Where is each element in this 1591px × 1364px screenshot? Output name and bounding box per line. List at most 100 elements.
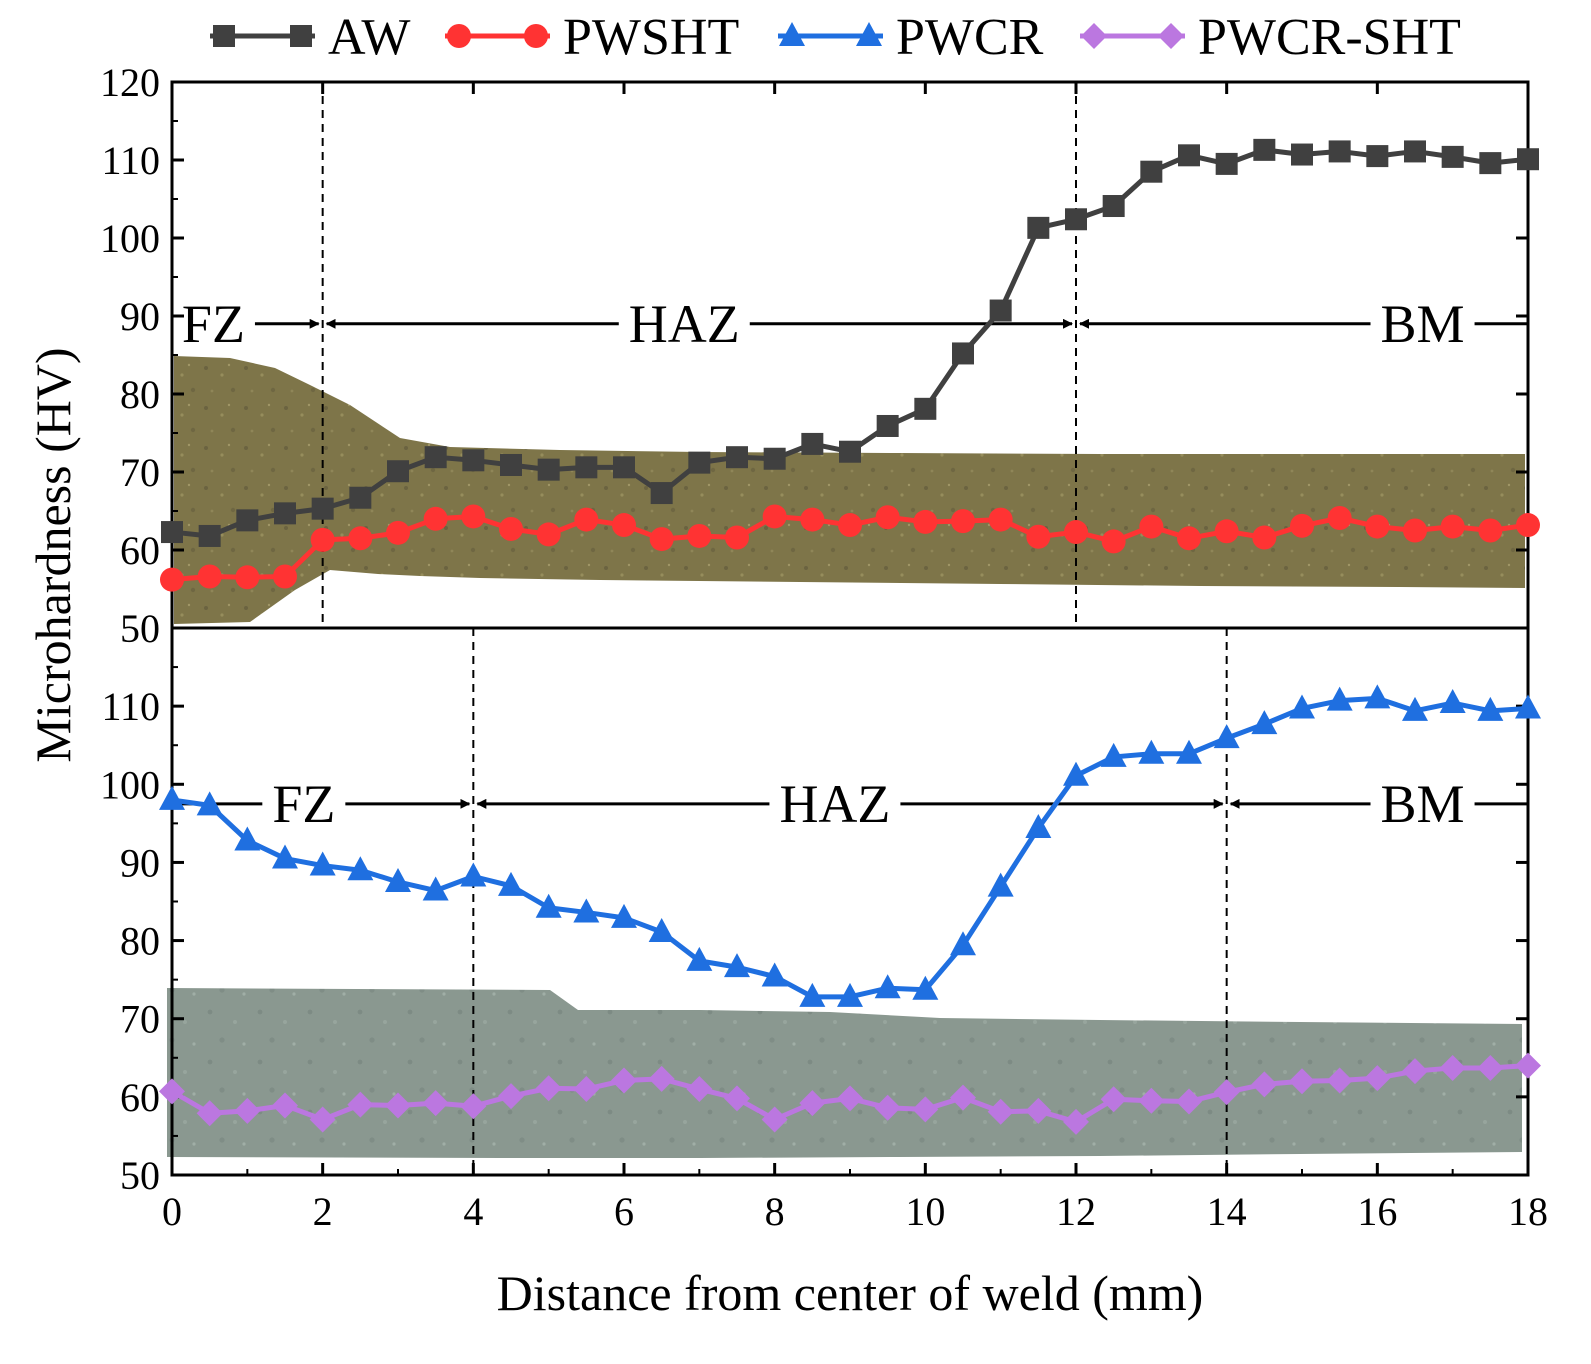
data-point-pwsht — [988, 507, 1013, 532]
data-point-pwsht — [1026, 524, 1051, 549]
legend-marker — [213, 25, 235, 47]
data-point-aw — [914, 397, 937, 420]
y-tick-label-bottom: 90 — [120, 840, 160, 885]
data-point-pwsht — [913, 509, 938, 534]
data-point-pwcr — [724, 953, 750, 978]
y-tick-label-top: 80 — [120, 372, 160, 417]
data-point-pwsht — [423, 506, 448, 531]
data-point-pwsht — [1064, 520, 1088, 545]
data-point-pwcr — [686, 946, 713, 971]
data-point-pwsht — [1440, 514, 1465, 539]
data-point-aw — [613, 456, 635, 479]
data-point-pwsht — [197, 564, 222, 589]
zone-label-fz-bottom: FZ — [272, 774, 335, 834]
data-point-pwsht — [1478, 518, 1503, 543]
y-tick-label-bottom: 110 — [101, 684, 160, 729]
y-tick-label-bottom: 100 — [100, 762, 160, 807]
data-point-pwcr-sht — [1176, 1088, 1202, 1115]
data-point-pwsht — [1101, 529, 1126, 554]
data-point-pwcr — [1289, 694, 1315, 719]
x-tick-label: 18 — [1508, 1189, 1548, 1234]
weld-specimen-photo-bottom — [167, 988, 1522, 1158]
data-point-pwcr-sht — [1402, 1058, 1428, 1085]
data-point-pwcr — [912, 975, 939, 1000]
legend-label: PWCR-SHT — [1198, 9, 1461, 66]
data-point-pwcr-sht — [837, 1085, 863, 1112]
data-point-aw — [1027, 216, 1050, 239]
legend: AW PWSHT PWCR PWCR-SHT — [210, 9, 1461, 66]
data-point-aw — [1140, 160, 1163, 183]
data-point-pwcr-sht — [422, 1090, 449, 1117]
data-point-pwcr-sht — [385, 1092, 411, 1119]
data-point-pwsht — [574, 507, 599, 532]
data-point-pwcr — [535, 893, 562, 918]
data-point-pwsht — [1403, 518, 1427, 543]
axis-ticks: 50 60 70 80 90 100 110 120 50 60 70 80 90 100 110 0 2 4 6 8… — [100, 60, 1548, 1234]
x-tick-label: 16 — [1357, 1189, 1397, 1234]
data-point-aw — [1517, 148, 1539, 171]
data-series — [159, 138, 1541, 1135]
legend-marker — [1158, 23, 1184, 49]
data-point-aw — [161, 521, 183, 544]
data-point-aw — [349, 486, 372, 509]
data-point-pwsht — [536, 522, 561, 547]
data-point-pwcr — [1364, 684, 1391, 709]
data-point-pwcr — [159, 785, 185, 810]
data-point-pwcr — [611, 903, 637, 928]
data-point-pwsht — [1365, 514, 1390, 539]
y-tick-label-top: 60 — [120, 528, 160, 573]
data-point-pwsht — [687, 523, 712, 548]
data-point-pwcr-sht — [1515, 1052, 1541, 1079]
data-point-aw — [1215, 152, 1238, 175]
data-point-aw — [1328, 140, 1351, 163]
y-tick-label-bottom: 60 — [120, 1075, 160, 1120]
legend-marker — [290, 25, 312, 47]
data-point-pwcr-sht — [987, 1098, 1014, 1125]
series-line-pwcr — [171, 695, 1529, 1000]
x-tick-label: 8 — [765, 1189, 785, 1234]
x-axis-title: Distance from center of weld (mm) — [497, 1265, 1204, 1321]
legend-marker — [1081, 23, 1107, 49]
data-point-pwcr — [1326, 686, 1353, 711]
y-tick-label-bottom: 70 — [120, 997, 160, 1042]
data-point-pwcr — [874, 974, 901, 999]
data-point-pwsht — [1139, 514, 1164, 539]
data-point-pwcr — [761, 962, 788, 987]
data-point-pwcr — [1176, 739, 1202, 764]
data-point-aw — [387, 460, 409, 483]
data-point-pwsht — [235, 565, 260, 590]
x-tick-label: 14 — [1207, 1189, 1247, 1234]
data-point-pwcr-sht — [1213, 1079, 1240, 1106]
data-point-pwcr-sht — [1025, 1097, 1052, 1124]
legend-label: PWSHT — [563, 9, 739, 66]
data-point-pwsht — [1252, 525, 1277, 550]
data-point-pwcr — [1100, 742, 1127, 767]
data-point-pwsht — [1327, 506, 1352, 531]
data-point-aw — [952, 342, 974, 365]
data-point-pwcr — [573, 898, 600, 923]
data-point-pwcr-sht — [309, 1106, 336, 1133]
data-point-pwcr-sht — [460, 1093, 487, 1120]
data-point-pwcr — [272, 844, 298, 869]
data-point-pwcr — [460, 862, 487, 887]
weld-specimen-photo-top — [174, 356, 1525, 624]
data-point-pwsht — [838, 513, 862, 538]
data-point-pwcr — [987, 872, 1014, 897]
data-point-pwcr-sht — [686, 1076, 713, 1103]
data-point-aw — [801, 432, 824, 455]
data-point-pwcr — [196, 791, 223, 816]
data-point-pwcr-sht — [724, 1085, 750, 1112]
specimen-photographs — [167, 356, 1525, 1158]
data-point-pwcr-sht — [1063, 1108, 1089, 1135]
data-point-pwcr — [1515, 694, 1541, 719]
x-tick-label: 0 — [162, 1189, 182, 1234]
data-point-aw — [1404, 140, 1426, 163]
data-point-aw — [1291, 143, 1313, 166]
data-point-aw — [1441, 145, 1464, 168]
data-point-pwcr-sht — [347, 1091, 374, 1118]
data-point-pwsht — [273, 564, 297, 589]
data-point-aw — [236, 509, 259, 532]
data-point-pwcr — [422, 876, 449, 901]
data-point-aw — [1102, 195, 1125, 218]
y-tick-label-top: 50 — [120, 606, 160, 651]
